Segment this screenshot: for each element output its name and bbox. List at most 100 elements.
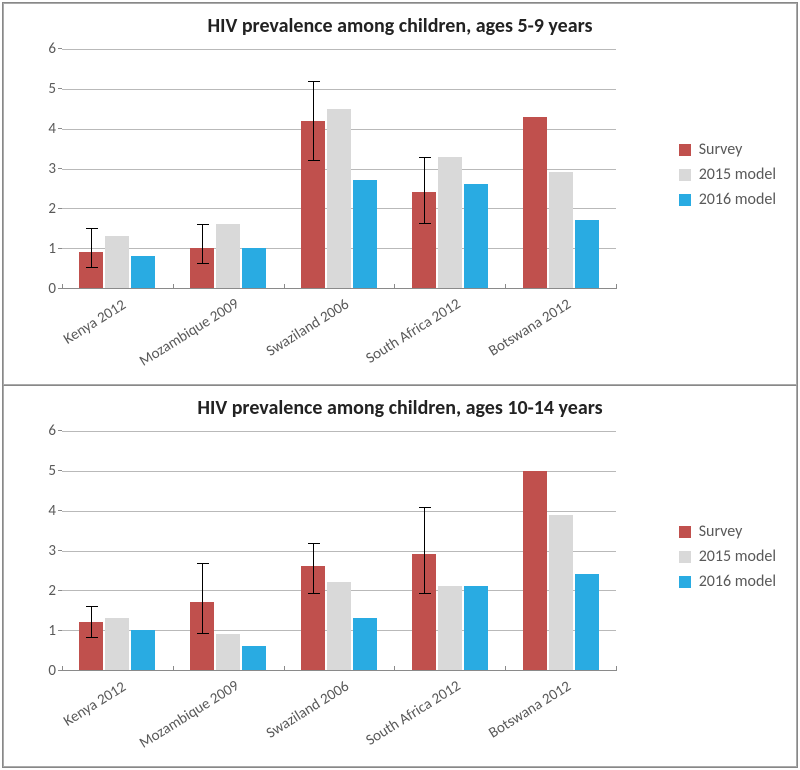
legend-item: Survey [679, 140, 776, 159]
legend-swatch [679, 169, 691, 181]
bar [301, 121, 325, 288]
error-bar [313, 81, 314, 161]
x-tick-label: Mozambique 2009 [173, 674, 284, 760]
error-bar [91, 606, 92, 638]
bar-group [284, 49, 395, 288]
bar [131, 256, 155, 288]
y-tick-label: 1 [34, 240, 56, 258]
bar [105, 236, 129, 288]
bar [523, 117, 547, 288]
y-tick-label: 2 [34, 582, 56, 600]
y-tick [58, 630, 62, 631]
bar [242, 248, 266, 288]
bar [216, 634, 240, 670]
y-tick-label: 3 [34, 160, 56, 178]
x-axis-labels: Kenya 2012Mozambique 2009Swaziland 2006S… [62, 292, 616, 378]
chart-panel-1: HIV prevalence among children, ages 10-1… [3, 385, 797, 767]
y-tick-label: 4 [34, 502, 56, 520]
bar [79, 622, 103, 670]
error-bar [202, 224, 203, 264]
plot [62, 49, 616, 289]
legend-label: Survey [699, 140, 743, 159]
bar [575, 574, 599, 670]
bar [327, 582, 351, 670]
legend-item: 2015 model [679, 165, 776, 184]
y-tick-label: 0 [34, 280, 56, 298]
bar-group [284, 431, 395, 670]
bar-group [505, 431, 616, 670]
bar [438, 586, 462, 670]
x-tick-label: Kenya 2012 [62, 674, 173, 760]
bar-group [505, 49, 616, 288]
y-tick [58, 88, 62, 89]
x-tick [284, 284, 285, 289]
legend-label: 2016 model [699, 190, 776, 209]
x-tick [62, 284, 63, 289]
bar [327, 109, 351, 288]
error-bar [91, 228, 92, 268]
x-tick [505, 666, 506, 671]
bar [79, 252, 103, 288]
x-tick-label: Botswana 2012 [505, 292, 616, 378]
y-tick [58, 550, 62, 551]
legend-item: 2016 model [679, 190, 776, 209]
bar [353, 180, 377, 288]
y-tick [58, 670, 62, 671]
bar [105, 618, 129, 670]
y-tick [58, 128, 62, 129]
y-tick [58, 470, 62, 471]
bar [412, 192, 436, 288]
chart-title: HIV prevalence among children, ages 10-1… [4, 386, 796, 420]
x-tick-label: Swaziland 2006 [284, 292, 395, 378]
bar [131, 630, 155, 670]
legend-swatch [679, 144, 691, 156]
legend-label: 2015 model [699, 547, 776, 566]
x-tick-label: Botswana 2012 [505, 674, 616, 760]
plot-area: 0123456 [34, 49, 616, 289]
bar [242, 646, 266, 670]
y-tick [58, 168, 62, 169]
chart-title: HIV prevalence among children, ages 5-9 … [4, 4, 796, 38]
bar [575, 220, 599, 288]
y-tick [58, 430, 62, 431]
bar [216, 224, 240, 288]
legend-label: Survey [699, 522, 743, 541]
legend-swatch [679, 551, 691, 563]
y-tick-label: 2 [34, 200, 56, 218]
bar [190, 602, 214, 670]
y-tick-label: 3 [34, 542, 56, 560]
legend-item: 2016 model [679, 572, 776, 591]
x-tick-label: Mozambique 2009 [173, 292, 284, 378]
bar-group [62, 49, 173, 288]
y-tick-label: 1 [34, 622, 56, 640]
x-tick [62, 666, 63, 671]
bar-group [173, 431, 284, 670]
legend: Survey 2015 model 2016 model [679, 134, 776, 215]
bar [438, 157, 462, 288]
bar [464, 586, 488, 670]
x-tick [505, 284, 506, 289]
y-tick-label: 6 [34, 422, 56, 440]
bar [353, 618, 377, 670]
y-tick [58, 590, 62, 591]
y-tick-label: 6 [34, 40, 56, 58]
legend-swatch [679, 576, 691, 588]
bar [301, 566, 325, 670]
bar [464, 184, 488, 288]
bar [549, 172, 573, 288]
bar-group [173, 49, 284, 288]
figure-container: HIV prevalence among children, ages 5-9 … [2, 2, 798, 768]
bar [412, 554, 436, 670]
x-tick [394, 284, 395, 289]
legend-label: 2015 model [699, 165, 776, 184]
plot-area: 0123456 [34, 431, 616, 671]
bar [190, 248, 214, 288]
legend-item: Survey [679, 522, 776, 541]
chart-panel-0: HIV prevalence among children, ages 5-9 … [3, 3, 797, 385]
x-tick-label: Swaziland 2006 [284, 674, 395, 760]
bars-container [62, 49, 616, 288]
y-tick-label: 5 [34, 462, 56, 480]
x-tick-label: South Africa 2012 [394, 674, 505, 760]
bar-group [394, 49, 505, 288]
error-bar [424, 157, 425, 225]
